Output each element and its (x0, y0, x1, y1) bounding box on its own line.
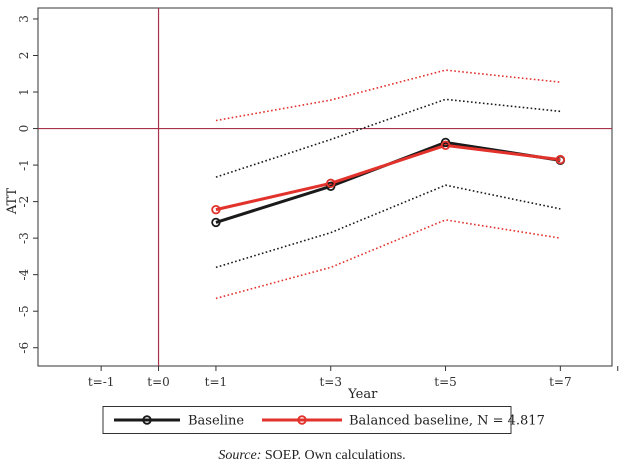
x-tick-label: t=0 (147, 375, 170, 389)
y-tick-label: -6 (17, 342, 31, 354)
ci-lower-balanced-baseline-n-4-817 (215, 219, 561, 300)
data-point-balanced-baseline-n-4-817 (440, 140, 451, 151)
data-point-balanced-baseline-n-4-817 (211, 204, 221, 215)
y-tick-label: -4 (17, 268, 31, 280)
x-tick-label: t=7 (549, 375, 572, 389)
x-tick-label: t=3 (319, 375, 342, 389)
data-point-baseline (211, 217, 221, 228)
legend-marker-balanced-baseline (297, 415, 307, 425)
y-tick-label: -3 (17, 232, 31, 244)
source-note: Source: SOEP. Own calculations. (0, 448, 624, 464)
x-axis-label: Year (347, 387, 378, 402)
data-point-baseline (440, 137, 451, 148)
series-line-balanced-baseline-n-4-817 (215, 143, 561, 212)
data-point-baseline (326, 181, 336, 191)
y-axis-label: ATT (5, 188, 20, 216)
ci-upper-balanced-baseline-n-4-817 (215, 69, 561, 122)
source-label: Source: (218, 448, 262, 463)
source-text: SOEP. Own calculations. (261, 448, 406, 463)
x-tick-label: t=5 (434, 375, 457, 389)
y-tick-label: 1 (17, 88, 31, 96)
y-tick-label: -2 (17, 196, 31, 208)
legend-label-balanced-baseline: Balanced baseline, N = 4.817 (349, 414, 545, 429)
y-tick-label: -5 (17, 305, 31, 317)
y-tick-label: 2 (17, 52, 31, 60)
x-tick-label: t=-1 (88, 375, 115, 389)
y-tick-label: 3 (17, 15, 31, 23)
x-tick-label: t=1 (205, 375, 228, 389)
data-point-balanced-baseline-n-4-817 (326, 178, 336, 189)
legend-label-baseline: Baseline (188, 414, 244, 429)
ci-upper-baseline (215, 98, 561, 178)
y-tick-label: -1 (17, 159, 31, 171)
att-line-chart: 3 2 1 0 -1 -2 -3 -4 -5 -6 t=-1 t=0 t=1 t=3 t=5 t=7 ATT… (5, 7, 619, 434)
legend: Baseline Balanced baseline, N = 4.817 (102, 406, 545, 434)
y-tick-label: 0 (17, 125, 31, 133)
data-point-balanced-baseline-n-4-817 (555, 154, 566, 165)
plot-frame (37, 7, 613, 367)
legend-marker-baseline (142, 415, 152, 425)
